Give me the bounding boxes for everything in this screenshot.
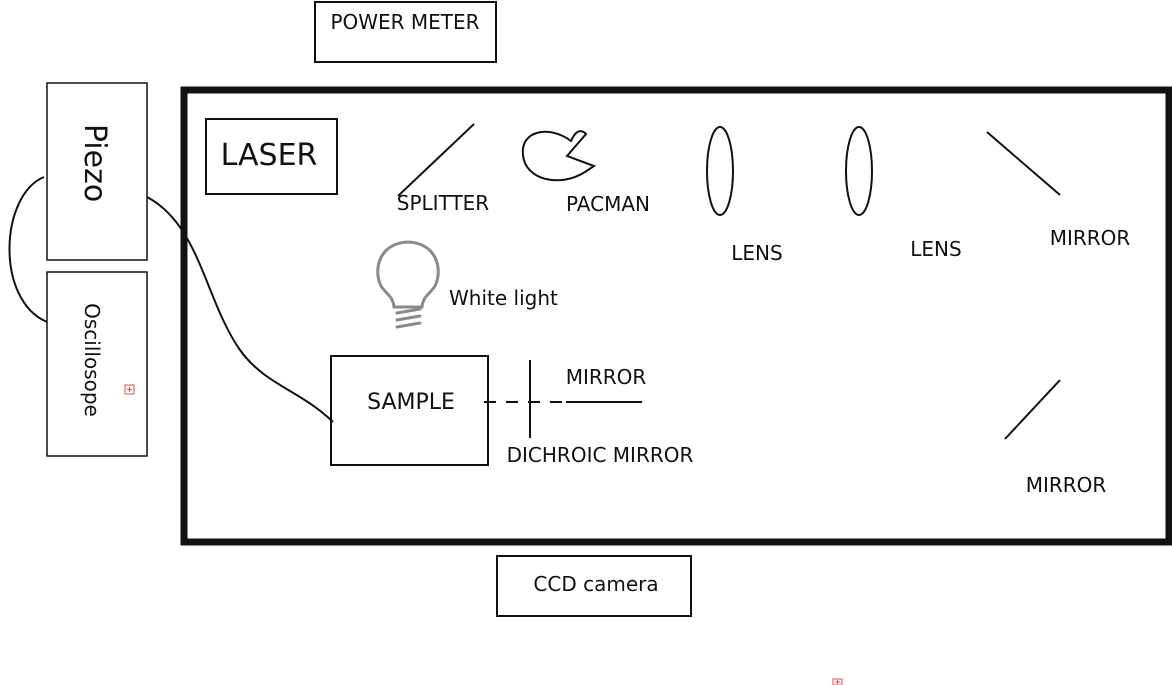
lens-2-element <box>845 126 873 216</box>
white-light-label: White light <box>449 286 558 310</box>
lightbulb-icon <box>376 240 440 329</box>
anchor-mark-icon <box>124 384 135 395</box>
cable-piezo-sample <box>146 196 334 423</box>
power-meter-box <box>314 1 497 63</box>
lens-1-label: LENS <box>731 241 782 265</box>
laser-label: LASER <box>221 138 318 173</box>
piezo-label: Piezo <box>77 124 112 202</box>
mirror-center-label: MIRROR <box>566 365 647 389</box>
mirror-top-right-label: MIRROR <box>1050 226 1131 250</box>
sample-box <box>330 355 489 466</box>
ccd-camera-label: CCD camera <box>533 572 658 596</box>
power-meter-label: POWER METER <box>330 10 479 34</box>
dichroic-mirror-label: DICHROIC MIRROR <box>507 443 694 467</box>
sample-label: SAMPLE <box>367 390 455 415</box>
cable-piezo-oscilloscope <box>8 176 48 323</box>
anchor-mark-icon <box>832 678 843 685</box>
oscilloscope-box <box>46 271 148 457</box>
lens-2-label: LENS <box>910 237 961 261</box>
piezo-box <box>46 82 148 261</box>
splitter-label: SPLITTER <box>397 191 490 215</box>
laser-box <box>205 118 338 195</box>
mirror-bottom-right-element <box>1004 379 1061 440</box>
oscilloscope-label: Oscillosope <box>80 303 104 417</box>
lens-1-element <box>706 126 734 216</box>
pacman-element <box>521 130 597 182</box>
mirror-bottom-right-label: MIRROR <box>1026 473 1107 497</box>
optical-table-enclosure <box>180 86 1172 546</box>
pacman-label: PACMAN <box>566 192 650 216</box>
splitter-element <box>397 123 475 197</box>
mirror-top-right-element <box>986 131 1061 196</box>
ccd-camera-box <box>496 555 692 617</box>
